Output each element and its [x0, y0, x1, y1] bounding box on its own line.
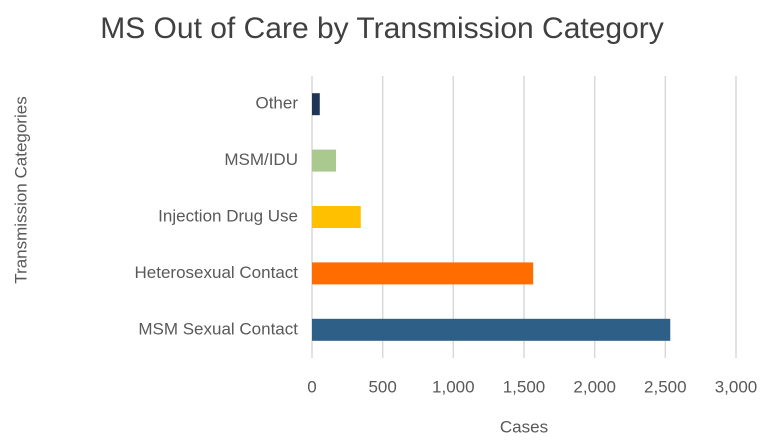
bar — [312, 262, 534, 285]
y-tick-label: MSM Sexual Contact — [138, 319, 298, 338]
chart-title: MS Out of Care by Transmission Category — [100, 12, 664, 45]
y-tick-label: Other — [255, 94, 298, 113]
y-axis-label: Transmission Categories — [11, 96, 30, 283]
x-tick-label: 1,500 — [503, 377, 546, 396]
y-tick-label: Heterosexual Contact — [135, 263, 299, 282]
x-tick-label: 500 — [368, 377, 396, 396]
x-tick-label: 2,000 — [573, 377, 616, 396]
x-axis-label: Cases — [500, 417, 548, 436]
bar — [312, 206, 361, 228]
x-tick-label: 0 — [307, 377, 316, 396]
x-tick-label: 3,000 — [715, 377, 758, 396]
x-tick-label: 2,500 — [644, 377, 687, 396]
y-tick-label: MSM/IDU — [224, 150, 298, 169]
bar — [312, 149, 337, 172]
x-tick-label: 1,000 — [432, 377, 475, 396]
bar — [312, 93, 320, 116]
bar — [312, 318, 671, 341]
y-tick-label: Injection Drug Use — [158, 206, 298, 225]
